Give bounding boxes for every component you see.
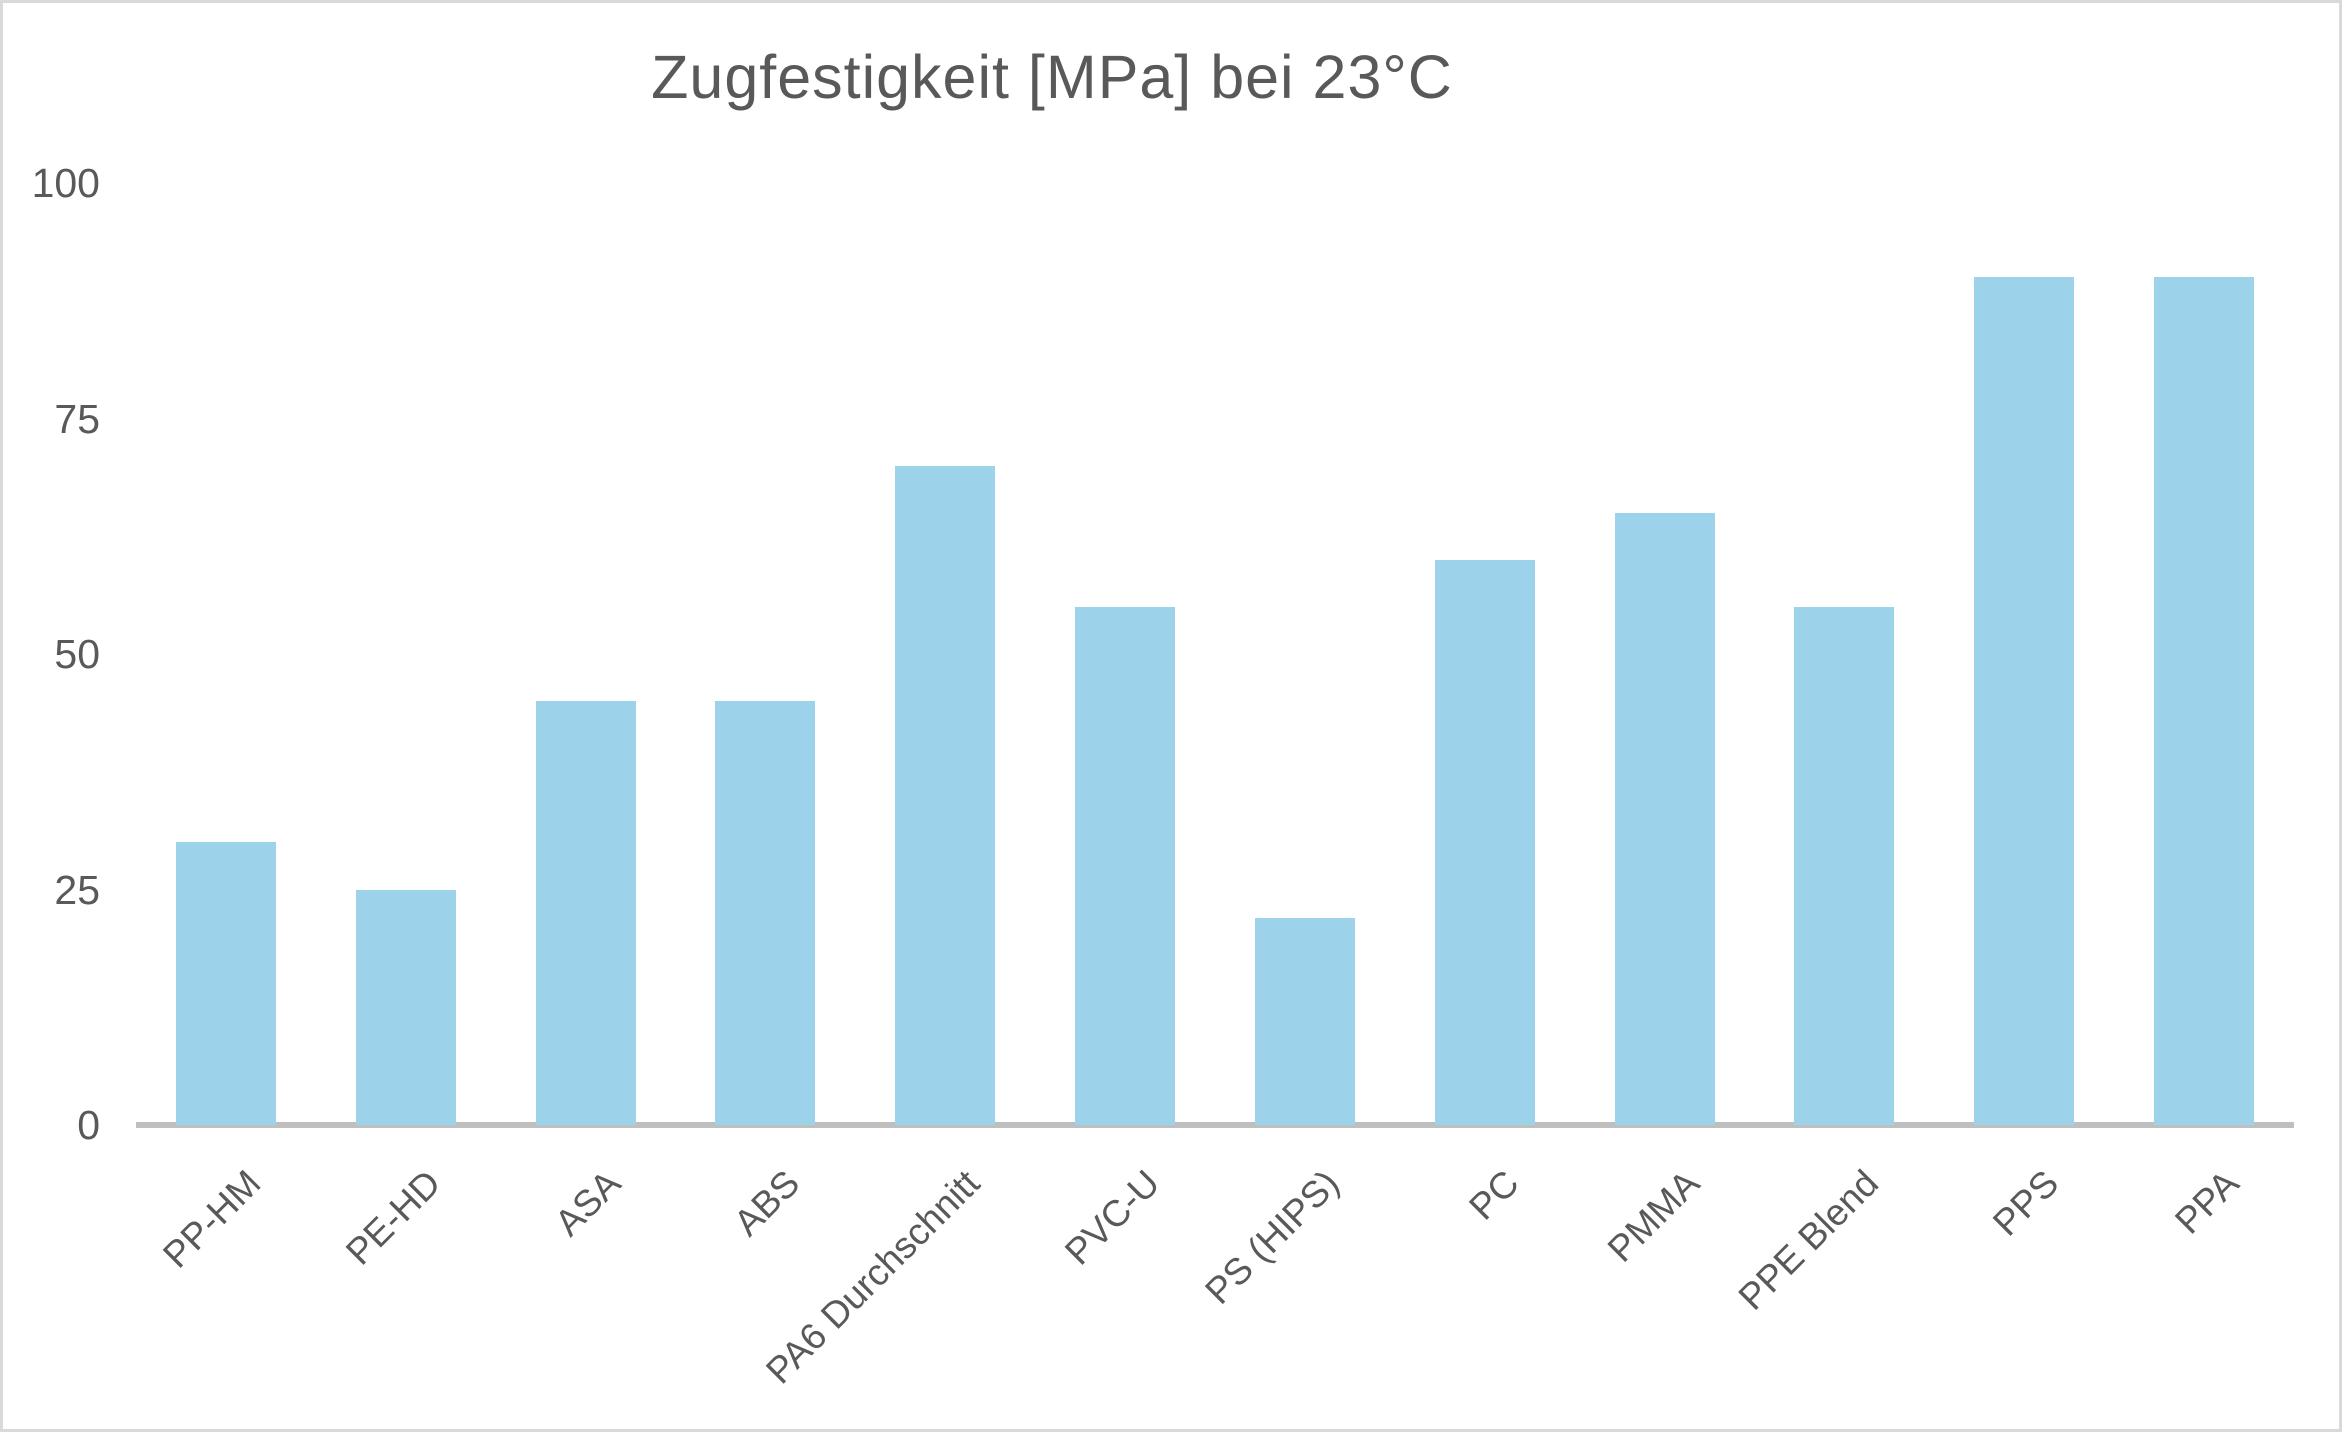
y-tick-label-25: 25 [54, 866, 100, 913]
x-tick-label-ppa: PPA [2166, 1162, 2247, 1242]
x-tick-label-ppe-blend: PPE Blend [1731, 1162, 1887, 1318]
x-tick-label-pps: PPS [1985, 1162, 2067, 1244]
bar-pmma [1614, 512, 1715, 1125]
x-tick-label-pe-hd: PE-HD [337, 1162, 449, 1273]
x-tick-label-pc: PC [1461, 1162, 1528, 1228]
bar-pp-hm [175, 842, 276, 1125]
bar-pc [1434, 559, 1535, 1125]
y-tick-label-100: 100 [31, 160, 100, 206]
y-tick-label-0: 0 [77, 1102, 100, 1148]
x-tick-label-pp-hm: PP-HM [154, 1162, 269, 1276]
chart-title: Zugfestigkeit [MPa] bei 23°C [651, 43, 1453, 111]
x-tick-label-asa: ASA [546, 1162, 628, 1244]
bar-abs [715, 701, 816, 1125]
bar-ps-hips [1254, 917, 1355, 1125]
x-tick-label-pvc-u: PVC-U [1056, 1162, 1168, 1273]
bar-pps [1974, 277, 2075, 1125]
x-tick-label-pmma: PMMA [1599, 1162, 1707, 1270]
bar-pa6-durchschnitt [895, 465, 996, 1125]
bar-ppe-blend [1794, 606, 1895, 1125]
x-tick-label-ps-hips: PS (HIPS) [1197, 1162, 1348, 1312]
x-tick-label-abs: ABS [726, 1162, 808, 1244]
bar-pe-hd [355, 889, 456, 1125]
plot-area: 0 25 50 75 100 PP-HM PE-HD ASA ABS PA6 Durchschni… [3, 3, 2339, 1429]
x-axis-line [136, 1122, 2294, 1128]
y-tick-label-75: 75 [54, 395, 100, 442]
bar-pvc-u [1075, 606, 1176, 1125]
bar-asa [535, 701, 636, 1125]
y-tick-label-50: 50 [54, 631, 100, 677]
bar-ppa [2154, 277, 2255, 1125]
